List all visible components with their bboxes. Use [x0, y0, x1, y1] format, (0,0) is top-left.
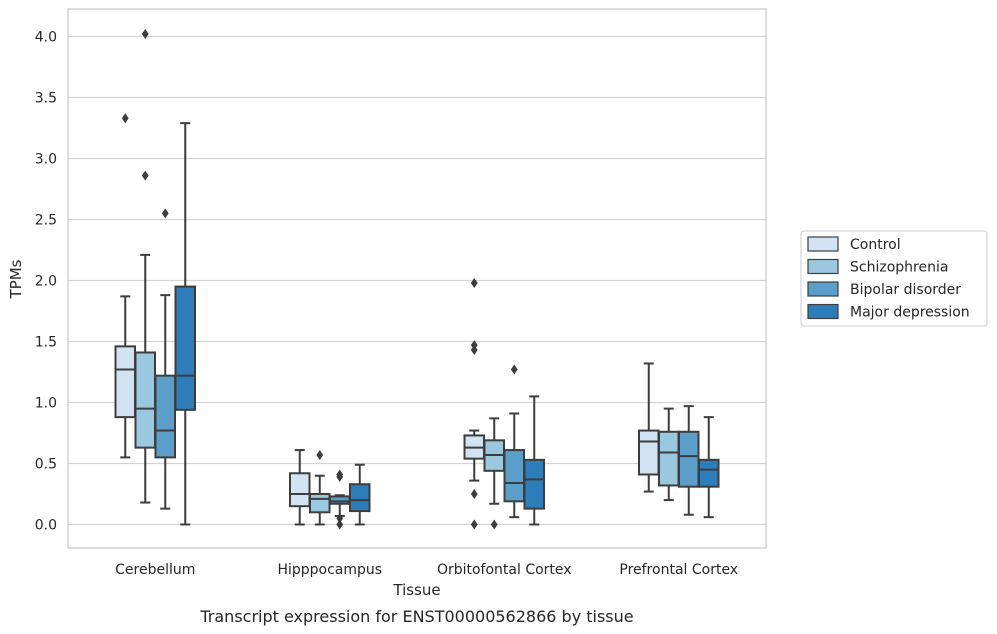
box-iqr [349, 483, 371, 513]
outlier-point [336, 471, 344, 482]
box [349, 463, 371, 526]
outlier-point [141, 29, 149, 40]
outlier-point [316, 449, 324, 460]
box [523, 395, 545, 526]
outlier-point [121, 113, 129, 124]
legend-swatch [807, 281, 839, 297]
y-tick-label: 2.0 [35, 274, 57, 290]
y-tick-label: 2.5 [35, 213, 57, 229]
y-tick-label: 0.0 [35, 518, 57, 534]
box [114, 113, 136, 459]
box-iqr [678, 430, 700, 488]
x-tick-label: Cerebellum [115, 562, 195, 578]
y-axis-ticks: 0.0 0.5 1.0 1.5 2.0 2.5 3.0 3.5 4.0 [35, 30, 57, 534]
legend-swatch [807, 258, 839, 275]
outlier-point [336, 519, 344, 530]
x-tick-label: Hipppocampus [277, 562, 382, 578]
outlier-point [470, 519, 478, 530]
box [698, 416, 720, 519]
legend-swatch [807, 236, 839, 252]
x-axis-label: Tissue [392, 581, 440, 599]
outlier-point [470, 277, 478, 288]
y-tick-label: 0.5 [35, 457, 57, 473]
box [638, 362, 660, 493]
box-iqr [503, 449, 525, 503]
x-axis-ticks: Cerebellum Hipppocampus Orbitofontal Corte… [115, 562, 738, 578]
legend-swatch [807, 303, 839, 320]
legend: Control Schizophrenia Bipolar disorder Majo… [800, 230, 988, 327]
outlier-point [470, 489, 478, 499]
box [483, 417, 505, 530]
y-tick-label: 1.5 [35, 335, 57, 351]
box-iqr [638, 429, 660, 476]
outlier-point [336, 513, 344, 524]
outlier-point [141, 170, 149, 181]
box [503, 364, 525, 519]
box [134, 29, 156, 504]
box-iqr [154, 374, 176, 459]
x-tick-label: Prefrontal Cortex [619, 562, 738, 578]
outlier-point [490, 519, 498, 530]
box-iqr [329, 495, 351, 505]
legend-entry-label: Control [850, 237, 901, 253]
legend-frame [800, 230, 988, 327]
box [174, 122, 196, 526]
box [463, 277, 485, 530]
plot-frame [67, 8, 767, 549]
box [289, 449, 311, 526]
outlier-point [161, 208, 169, 219]
y-tick-label: 4.0 [35, 30, 57, 46]
box-iqr [114, 345, 136, 419]
box [658, 407, 680, 502]
box-iqr [658, 430, 680, 487]
chart-caption: Transcript expression for ENST0000056286… [199, 607, 633, 626]
y-tick-label: 3.5 [35, 91, 57, 107]
legend-entry-label: Major depression [850, 305, 970, 321]
y-tick-label: 1.0 [35, 396, 57, 412]
box [329, 469, 351, 530]
box [154, 208, 176, 510]
box-iqr [523, 458, 545, 510]
box [678, 405, 700, 516]
outlier-point [470, 345, 478, 356]
legend-entry-label: Schizophrenia [850, 260, 948, 276]
x-tick-label: Orbitofontal Cortex [437, 562, 572, 578]
y-tick-label: 3.0 [35, 152, 57, 168]
box [309, 449, 331, 526]
legend-entry-label: Bipolar disorder [850, 282, 961, 298]
y-axis-label: TPMs [7, 259, 25, 299]
box-plot-series [114, 29, 720, 530]
box-iqr [698, 458, 720, 488]
box-iqr [174, 285, 196, 411]
outlier-point [510, 364, 518, 375]
box-iqr [309, 493, 331, 514]
box-iqr [289, 472, 311, 508]
box-iqr [134, 351, 156, 449]
